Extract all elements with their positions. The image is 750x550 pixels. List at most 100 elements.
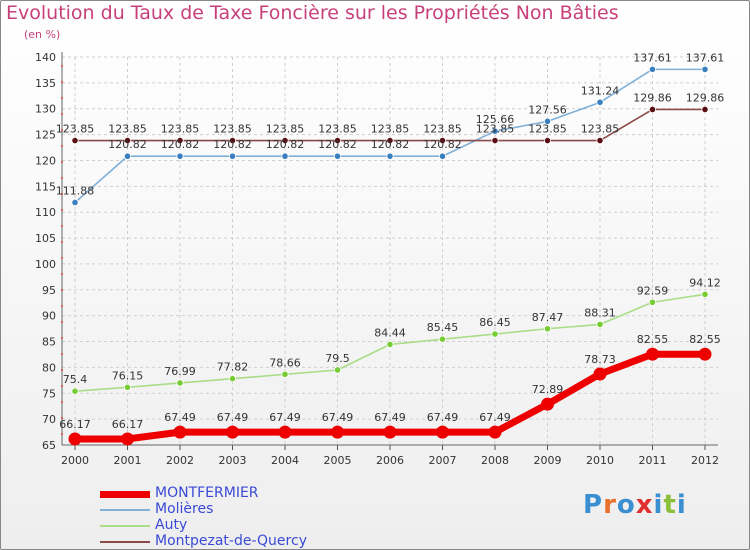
data-label: 120.82: [161, 138, 200, 151]
data-point: [593, 367, 607, 381]
data-point: [438, 136, 447, 145]
data-label: 123.85: [581, 123, 620, 136]
legend-label-montfermier: MONTFERMIER: [155, 485, 259, 501]
data-point: [228, 136, 237, 145]
y-tick-label: 75: [42, 387, 56, 400]
data-label: 82.55: [689, 333, 721, 346]
data-label: 123.85: [423, 123, 462, 136]
data-label: 125.66: [476, 113, 515, 126]
data-point: [173, 425, 187, 439]
data-point: [333, 152, 342, 160]
data-point: [386, 152, 394, 160]
data-label: 131.24: [581, 84, 620, 97]
data-label: 79.5: [325, 352, 350, 365]
data-point: [701, 65, 709, 73]
data-point: [541, 397, 554, 411]
data-label: 88.31: [584, 306, 616, 319]
data-point: [386, 340, 394, 349]
x-tick-label: 2002: [166, 454, 194, 467]
data-point: [386, 136, 394, 145]
data-label: 86.45: [479, 316, 511, 329]
legend-swatch-montfermier: [100, 491, 150, 498]
data-point: [123, 383, 132, 391]
data-point: [698, 347, 712, 361]
data-label: 120.82: [213, 138, 252, 151]
data-point: [228, 152, 237, 160]
legend-label-auty: Auty: [155, 517, 188, 533]
logo-letter: x: [635, 490, 654, 520]
data-point: [121, 432, 134, 446]
x-tick-label: 2007: [429, 454, 457, 467]
data-point: [596, 136, 604, 145]
y-tick-label: 95: [42, 284, 56, 297]
data-label: 129.86: [633, 91, 672, 104]
data-label: 66.17: [59, 418, 91, 431]
data-point: [281, 152, 289, 160]
data-point: [701, 105, 709, 114]
data-label: 67.49: [479, 411, 511, 424]
logo-letter: t: [663, 490, 677, 520]
data-label: 76.15: [112, 369, 144, 382]
legend-label-molieres: Molières: [155, 501, 214, 517]
data-point: [71, 136, 79, 145]
data-point: [491, 330, 499, 338]
data-label: 94.12: [689, 276, 721, 289]
data-label: 120.82: [423, 138, 462, 151]
data-label: 85.45: [427, 321, 459, 334]
x-tick-label: 2011: [639, 454, 667, 467]
data-point: [333, 136, 342, 145]
legend-label-montpezat: Montpezat-de-Quercy: [155, 533, 307, 549]
data-label: 123.85: [213, 123, 252, 136]
data-point: [383, 425, 397, 439]
data-point: [176, 136, 184, 145]
data-label: 129.86: [686, 91, 725, 104]
y-tick-label: 70: [42, 413, 56, 426]
data-label: 67.49: [374, 411, 406, 424]
y-tick-label: 100: [35, 258, 56, 271]
data-label: 120.82: [266, 138, 305, 151]
x-tick-label: 2009: [534, 454, 562, 467]
data-point: [436, 425, 449, 439]
data-point: [226, 425, 239, 439]
y-tick-label: 110: [35, 206, 56, 219]
x-tick-label: 2004: [271, 454, 299, 467]
y-tick-label: 140: [35, 51, 56, 64]
data-label: 123.85: [476, 123, 515, 136]
data-point: [331, 425, 344, 439]
data-label: 123.85: [318, 123, 357, 136]
y-tick-label: 135: [35, 77, 56, 90]
data-label: 67.49: [322, 411, 354, 424]
y-tick-label: 85: [42, 336, 56, 349]
data-label: 123.85: [56, 123, 95, 136]
data-point: [438, 152, 447, 160]
y-tick-label: 80: [42, 361, 56, 374]
y-tick-label: 115: [35, 180, 56, 193]
data-label: 82.55: [637, 333, 669, 346]
data-label: 75.4: [63, 373, 88, 386]
legend-swatch-montpezat: [100, 541, 150, 543]
data-point: [333, 366, 342, 374]
y-tick-label: 125: [35, 129, 56, 142]
data-label: 78.73: [584, 353, 616, 366]
x-tick-label: 2012: [691, 454, 719, 467]
data-label: 123.85: [161, 123, 200, 136]
proxiti-logo: Proxiti: [583, 490, 687, 520]
data-label: 77.82: [217, 361, 249, 374]
x-tick-label: 2005: [324, 454, 352, 467]
data-label: 76.99: [164, 365, 196, 378]
data-point: [646, 347, 659, 361]
data-point: [438, 335, 447, 343]
x-tick-label: 2003: [219, 454, 247, 467]
y-tick-label: 130: [35, 103, 56, 116]
data-point: [701, 290, 709, 298]
data-label: 87.47: [532, 311, 564, 324]
data-point: [68, 432, 82, 446]
data-label: 123.85: [108, 123, 147, 136]
data-point: [596, 320, 604, 329]
data-label: 67.49: [427, 411, 459, 424]
data-label: 72.89: [532, 383, 564, 396]
data-label: 137.61: [686, 51, 725, 64]
data-label: 84.44: [374, 326, 406, 339]
x-tick-label: 2008: [481, 454, 509, 467]
